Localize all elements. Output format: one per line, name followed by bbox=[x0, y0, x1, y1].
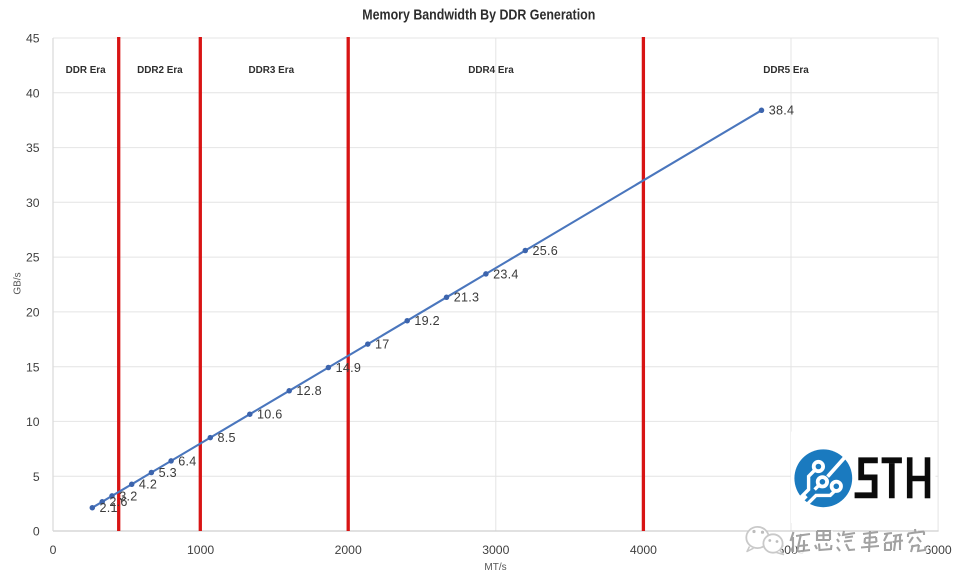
svg-text:21.3: 21.3 bbox=[454, 291, 480, 305]
svg-text:12.8: 12.8 bbox=[296, 384, 322, 398]
svg-text:17: 17 bbox=[375, 338, 390, 352]
svg-text:15: 15 bbox=[26, 360, 40, 374]
svg-text:5.3: 5.3 bbox=[159, 466, 177, 480]
svg-text:DDR4 Era: DDR4 Era bbox=[468, 65, 514, 76]
svg-text:5: 5 bbox=[33, 470, 40, 484]
svg-text:8.5: 8.5 bbox=[218, 431, 236, 445]
svg-text:10.6: 10.6 bbox=[257, 408, 283, 422]
svg-text:0: 0 bbox=[33, 525, 40, 539]
svg-text:10: 10 bbox=[26, 415, 40, 429]
svg-text:4.2: 4.2 bbox=[139, 478, 157, 492]
svg-text:40: 40 bbox=[26, 86, 40, 100]
svg-text:DDR5 Era: DDR5 Era bbox=[763, 65, 809, 76]
svg-text:GB/s: GB/s bbox=[13, 272, 24, 294]
svg-text:DDR3 Era: DDR3 Era bbox=[249, 65, 295, 76]
svg-text:Memory Bandwidth By DDR Genera: Memory Bandwidth By DDR Generation bbox=[362, 7, 595, 24]
svg-text:20: 20 bbox=[26, 306, 40, 320]
svg-text:30: 30 bbox=[26, 196, 40, 210]
svg-text:35: 35 bbox=[26, 141, 40, 155]
svg-text:0: 0 bbox=[50, 543, 57, 557]
svg-text:2.1: 2.1 bbox=[100, 501, 118, 515]
svg-text:2000: 2000 bbox=[335, 543, 362, 557]
svg-text:3000: 3000 bbox=[482, 543, 509, 557]
svg-text:6000: 6000 bbox=[925, 543, 952, 557]
svg-text:DDR2 Era: DDR2 Era bbox=[137, 65, 183, 76]
svg-text:14.9: 14.9 bbox=[336, 361, 362, 375]
svg-text:3.2: 3.2 bbox=[119, 489, 137, 503]
svg-text:DDR Era: DDR Era bbox=[66, 65, 107, 76]
svg-text:6.4: 6.4 bbox=[178, 454, 196, 468]
svg-text:23.4: 23.4 bbox=[493, 267, 519, 281]
svg-text:4000: 4000 bbox=[630, 543, 657, 557]
svg-text:25.6: 25.6 bbox=[533, 244, 559, 258]
svg-text:2.6: 2.6 bbox=[109, 495, 127, 509]
svg-text:MT/s: MT/s bbox=[484, 562, 506, 573]
svg-text:25: 25 bbox=[26, 251, 40, 265]
svg-text:19.2: 19.2 bbox=[414, 314, 440, 328]
svg-text:38.4: 38.4 bbox=[769, 104, 795, 118]
svg-text:45: 45 bbox=[26, 32, 40, 46]
svg-text:1000: 1000 bbox=[187, 543, 214, 557]
